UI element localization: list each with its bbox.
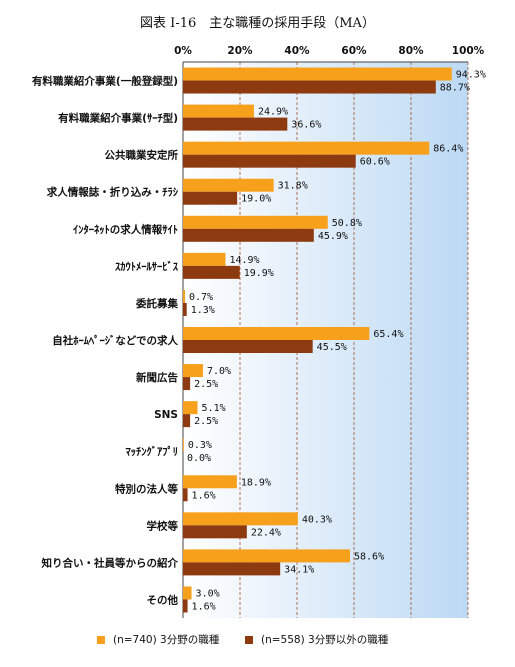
bar-series-1 <box>183 549 351 563</box>
data-label-series-1: 18.9% <box>241 477 271 488</box>
bar-series-1 <box>183 401 198 415</box>
bar-series-2 <box>183 488 188 502</box>
legend-item-series-2: (n=558) 3分野以外の職種 <box>245 632 388 647</box>
bar-series-1 <box>183 438 184 452</box>
bar-series-2 <box>183 228 314 242</box>
category-label: 自社ﾎｰﾑﾍﾟｰｼﾞなどでの求人 <box>52 334 178 347</box>
legend-label-series-2: (n=558) 3分野以外の職種 <box>261 634 389 646</box>
category-label: ｽｶｳﾄﾒｰﾙｻｰﾋﾞｽ <box>115 260 179 273</box>
data-label-series-1: 40.3% <box>302 514 332 525</box>
category-label: ﾏｯﾁﾝｸﾞｱﾌﾟﾘ <box>126 445 179 458</box>
data-label-series-2: 36.6% <box>291 120 321 131</box>
legend-item-series-1: (n=740) 3分野の職種 <box>97 632 219 647</box>
bar-series-2 <box>183 302 187 316</box>
category-label: 特別の法人等 <box>115 482 178 495</box>
category-label: 公共職業安定所 <box>105 149 179 162</box>
data-label-series-2: 34.1% <box>284 564 314 575</box>
data-label-series-2: 22.4% <box>251 527 281 538</box>
data-label-series-1: 5.1% <box>202 403 226 414</box>
x-tick-label: 20% <box>227 45 253 57</box>
bar-series-1 <box>183 327 370 340</box>
bar-series-2 <box>183 80 436 94</box>
bar-series-1 <box>183 475 237 489</box>
bar-series-2 <box>183 340 313 353</box>
data-label-series-1: 86.4% <box>433 144 463 155</box>
data-label-series-1: 94.3% <box>456 70 486 81</box>
data-label-series-2: 45.9% <box>318 231 348 242</box>
category-label: 学校等 <box>147 519 179 532</box>
category-label: SNS <box>154 409 178 421</box>
bar-series-1 <box>183 512 298 526</box>
data-label-series-1: 50.8% <box>332 218 362 229</box>
chart-title: 図表 Ⅰ-16 主な職種の採用手段（MA） <box>140 16 375 31</box>
bar-series-1 <box>183 67 452 81</box>
bar-series-1 <box>183 104 254 118</box>
x-tick-label: 40% <box>284 45 310 57</box>
category-label: 新聞広告 <box>136 371 178 384</box>
legend-swatch-series-1 <box>97 635 105 644</box>
data-label-series-2: 88.7% <box>440 83 470 94</box>
category-label: その他 <box>147 593 179 606</box>
category-label: 委託募集 <box>135 297 178 310</box>
bar-series-2 <box>183 525 247 539</box>
category-label: 求人情報誌・折り込み・ﾁﾗｼ <box>47 186 179 199</box>
data-label-series-1: 7.0% <box>207 366 231 377</box>
data-label-series-2: 60.6% <box>360 157 390 168</box>
data-label-series-2: 1.3% <box>191 305 215 316</box>
category-label: 有料職業紹介事業(一般登録型) <box>32 75 178 88</box>
bar-series-1 <box>183 586 192 600</box>
category-label: ｲﾝﾀｰﾈｯﾄの求人情報ｻｲﾄ <box>73 223 178 236</box>
legend-swatch-series-2 <box>245 635 253 644</box>
data-label-series-1: 0.3% <box>188 440 212 451</box>
data-label-series-1: 58.6% <box>354 551 384 562</box>
bar-series-1 <box>183 289 185 303</box>
bar-series-1 <box>183 215 328 229</box>
bar-series-2 <box>183 117 288 131</box>
data-label-series-2: 19.0% <box>241 194 271 205</box>
data-label-series-1: 0.7% <box>189 292 213 303</box>
bar-series-2 <box>183 154 356 168</box>
data-label-series-1: 24.9% <box>258 107 288 118</box>
bar-series-2 <box>183 414 191 428</box>
x-tick-label: 0% <box>174 45 192 57</box>
data-label-series-2: 2.5% <box>194 416 218 427</box>
category-label: 有料職業紹介事業(ｻｰﾁ型) <box>58 112 178 125</box>
data-label-series-2: 45.5% <box>317 342 347 353</box>
x-tick-label: 80% <box>398 45 424 57</box>
bar-series-2 <box>183 599 188 613</box>
data-label-series-1: 31.8% <box>278 181 308 192</box>
category-label: 知り合い・社員等からの紹介 <box>42 556 179 569</box>
data-label-series-1: 65.4% <box>373 329 403 340</box>
bar-series-1 <box>183 364 203 378</box>
bar-series-2 <box>183 265 240 279</box>
data-label-series-2: 1.6% <box>192 601 216 612</box>
legend-label-series-1: (n=740) 3分野の職種 <box>113 634 220 646</box>
data-label-series-2: 1.6% <box>192 490 216 501</box>
bar-series-2 <box>183 191 238 205</box>
bar-series-1 <box>183 252 226 266</box>
x-tick-label: 100% <box>452 45 485 57</box>
x-tick-label: 60% <box>341 45 367 57</box>
bar-series-2 <box>183 377 191 391</box>
data-label-series-1: 3.0% <box>196 588 220 599</box>
data-label-series-2: 2.5% <box>194 379 218 390</box>
data-label-series-1: 14.9% <box>229 255 259 266</box>
bar-series-1 <box>183 141 430 155</box>
bar-series-1 <box>183 178 274 192</box>
data-label-series-2: 19.9% <box>244 268 274 279</box>
data-label-series-2: 0.0% <box>187 453 211 464</box>
bar-series-2 <box>183 562 281 576</box>
